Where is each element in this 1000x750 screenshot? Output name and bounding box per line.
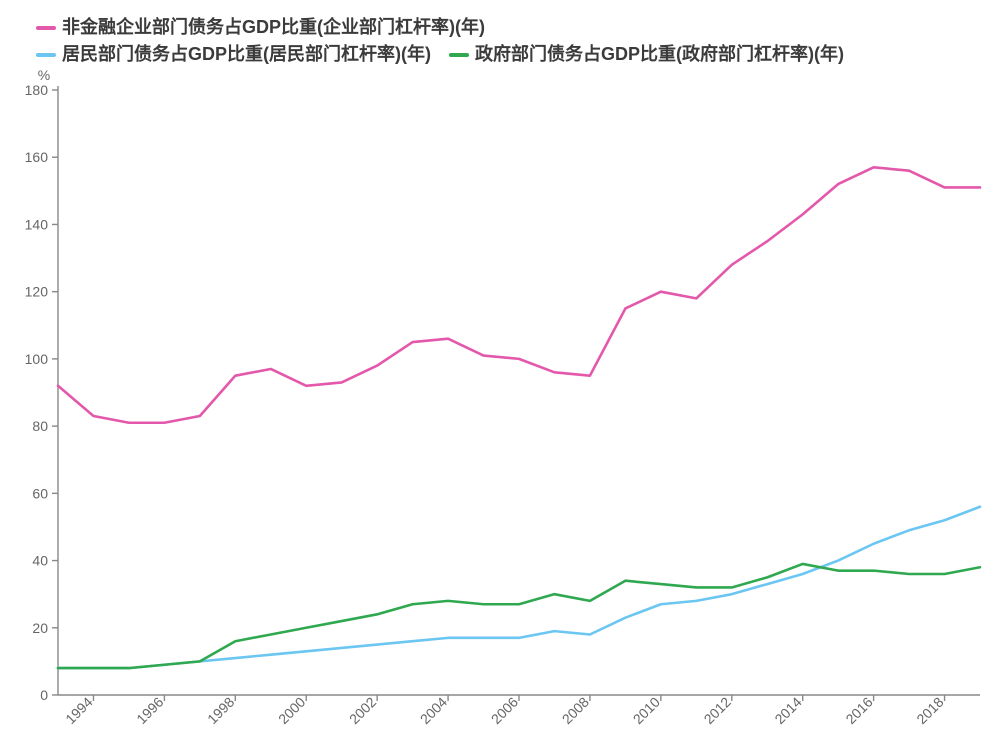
legend-item-corporate: 非金融企业部门债务占GDP比重(企业部门杠杆率)(年) <box>36 14 485 41</box>
legend-swatch-government <box>449 53 469 57</box>
legend-swatch-corporate <box>36 26 56 30</box>
y-tick-label: 20 <box>32 620 48 636</box>
debt-to-gdp-chart: 非金融企业部门债务占GDP比重(企业部门杠杆率)(年) 居民部门债务占GDP比重… <box>0 0 1000 750</box>
legend-label-corporate: 非金融企业部门债务占GDP比重(企业部门杠杆率)(年) <box>62 14 485 41</box>
series-line-household <box>58 507 980 668</box>
x-tick-label: 2008 <box>559 694 592 727</box>
y-tick-label: 80 <box>32 418 48 434</box>
x-tick-label: 1996 <box>133 694 166 727</box>
legend-item-government: 政府部门债务占GDP比重(政府部门杠杆率)(年) <box>449 41 844 68</box>
x-tick-label: 2014 <box>771 694 804 727</box>
x-tick-label: 2000 <box>275 694 308 727</box>
x-tick-label: 2010 <box>630 694 663 727</box>
x-tick-label: 2018 <box>913 694 946 727</box>
series-line-government <box>58 564 980 668</box>
y-axis-unit: % <box>38 67 50 83</box>
series-line-corporate <box>58 167 980 422</box>
x-tick-label: 2016 <box>842 694 875 727</box>
chart-legend: 非金融企业部门债务占GDP比重(企业部门杠杆率)(年) 居民部门债务占GDP比重… <box>36 14 956 68</box>
y-tick-label: 0 <box>40 687 48 703</box>
legend-swatch-household <box>36 53 56 57</box>
y-tick-label: 60 <box>32 485 48 501</box>
y-tick-label: 160 <box>25 149 49 165</box>
y-tick-label: 100 <box>25 351 49 367</box>
x-tick-label: 1994 <box>62 694 95 727</box>
legend-label-government: 政府部门债务占GDP比重(政府部门杠杆率)(年) <box>475 41 844 68</box>
y-tick-label: 140 <box>25 216 49 232</box>
x-tick-label: 2006 <box>488 694 521 727</box>
chart-svg: 0 20 40 60 80 100 120 140 160 180% 1994 1996 1998 200… <box>0 0 1000 750</box>
legend-label-household: 居民部门债务占GDP比重(居民部门杠杆率)(年) <box>62 41 431 68</box>
y-tick-label: 180 <box>25 82 49 98</box>
x-tick-label: 1998 <box>204 694 237 727</box>
y-tick-label: 120 <box>25 284 49 300</box>
y-tick-label: 40 <box>32 553 48 569</box>
legend-item-household: 居民部门债务占GDP比重(居民部门杠杆率)(年) <box>36 41 431 68</box>
x-tick-label: 2002 <box>346 694 379 727</box>
x-tick-label: 2004 <box>417 694 450 727</box>
x-tick-label: 2012 <box>701 694 734 727</box>
